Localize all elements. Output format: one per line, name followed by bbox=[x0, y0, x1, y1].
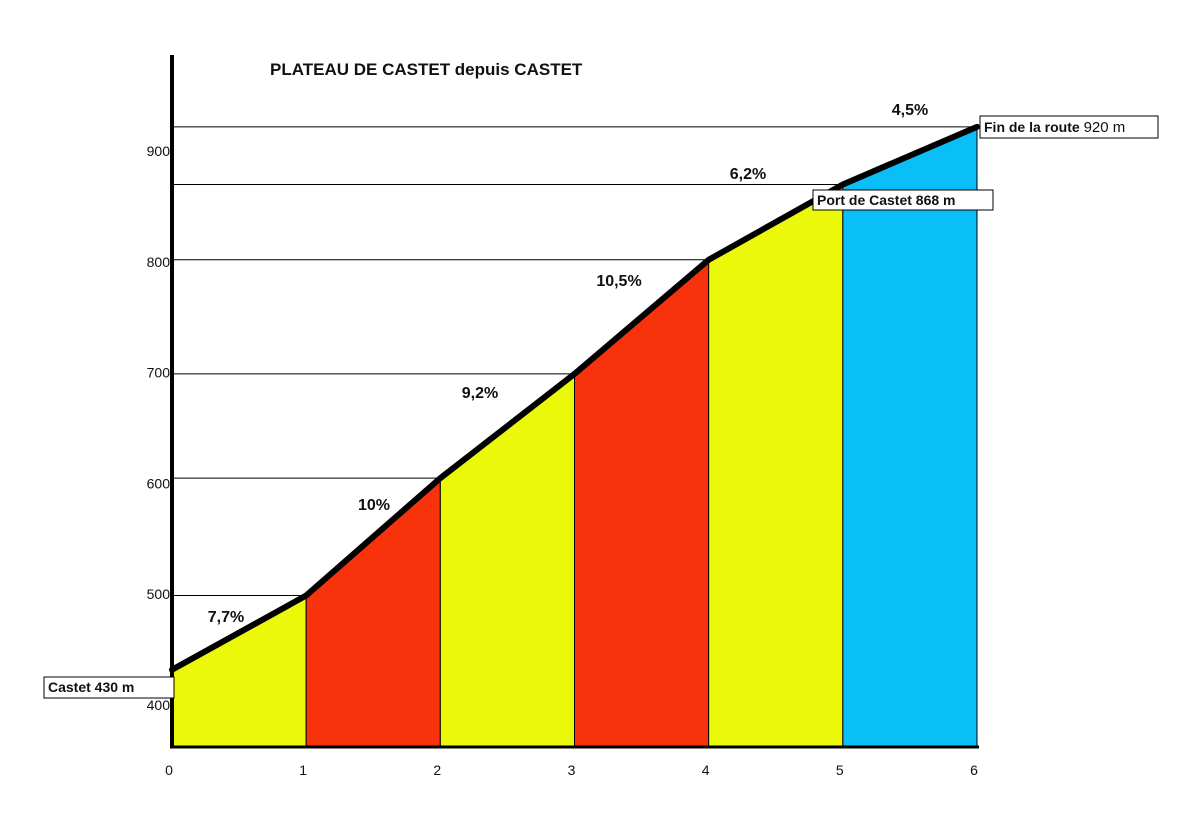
segment-fill-5 bbox=[708, 183, 844, 748]
grade-label-1: 7,7% bbox=[208, 609, 244, 626]
y-tick-label-500: 500 bbox=[147, 586, 171, 602]
annotations: Castet 430 m Port de Castet 868 m Fin de l… bbox=[43, 115, 1159, 699]
y-tick-label-800: 800 bbox=[147, 254, 171, 270]
annotation-label-start: Castet 430 m bbox=[48, 679, 134, 695]
grade-labels: 7,7% 10% 9,2% 10,5% 6,2% 4,5% bbox=[208, 102, 928, 626]
grade-label-3: 9,2% bbox=[462, 385, 498, 402]
profile-line bbox=[169, 123, 980, 673]
annotation-box-start bbox=[43, 676, 175, 699]
x-tick-label-3: 3 bbox=[568, 762, 576, 778]
segment-fill-6 bbox=[842, 126, 978, 748]
grade-label-5: 6,2% bbox=[730, 166, 766, 183]
y-tick-label-700: 700 bbox=[147, 365, 171, 381]
x-tick-label-4: 4 bbox=[702, 762, 710, 778]
annotation-box-end bbox=[979, 115, 1159, 139]
x-tick-label-1: 1 bbox=[299, 762, 307, 778]
annotation-part-start-1: Castet 430 m bbox=[48, 679, 134, 695]
segment-fills bbox=[171, 126, 978, 748]
annotation-label-col: Port de Castet 868 m bbox=[817, 192, 956, 208]
segment-fill-4 bbox=[574, 258, 710, 748]
annotation-label-end: Fin de la route 920 m bbox=[984, 119, 1125, 136]
annotation-part-end-2: 920 m bbox=[1084, 119, 1126, 136]
chart-title: PLATEAU DE CASTET depuis CASTET bbox=[270, 60, 583, 79]
grade-label-6: 4,5% bbox=[892, 102, 928, 119]
x-tick-label-0: 0 bbox=[165, 762, 173, 778]
y-tick-label-900: 900 bbox=[147, 143, 171, 159]
x-tick-label-5: 5 bbox=[836, 762, 844, 778]
annotation-part-end-1: Fin de la route bbox=[984, 119, 1084, 135]
segment-fill-3 bbox=[439, 372, 575, 748]
grade-label-2: 10% bbox=[358, 497, 390, 514]
profile-line-group bbox=[169, 123, 980, 673]
x-tick-label-6: 6 bbox=[970, 762, 978, 778]
annotation-part-col-1: Port de Castet 868 m bbox=[817, 192, 956, 208]
x-tick-label-2: 2 bbox=[433, 762, 441, 778]
axes bbox=[170, 55, 979, 749]
y-tick-label-600: 600 bbox=[147, 475, 171, 491]
segment-fill-2 bbox=[305, 476, 441, 748]
annotation-box-col bbox=[812, 189, 994, 211]
grade-label-4: 10,5% bbox=[596, 273, 641, 290]
tick-labels: 0 1 2 3 4 5 6 400 500 600 700 800 900 bbox=[147, 143, 978, 778]
gridlines bbox=[172, 126, 977, 597]
y-tick-label-400: 400 bbox=[147, 697, 171, 713]
